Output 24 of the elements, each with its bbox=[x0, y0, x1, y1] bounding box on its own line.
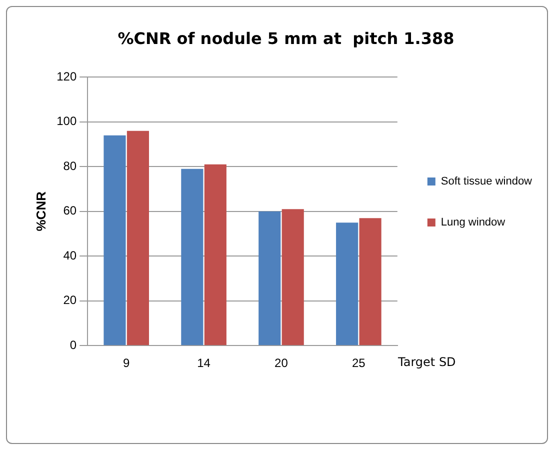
y-tick-label: 20 bbox=[63, 293, 77, 308]
bar bbox=[104, 135, 126, 346]
chart-title: %CNR of nodule 5 mm at pitch 1.388 bbox=[118, 28, 454, 48]
x-axis-title: Target SD bbox=[398, 355, 456, 369]
bar bbox=[126, 130, 149, 346]
legend-label: Soft tissue window bbox=[440, 176, 532, 188]
y-tick-label: 40 bbox=[63, 248, 77, 262]
bar bbox=[258, 211, 281, 346]
bar bbox=[204, 164, 226, 346]
legend-label: Lung window bbox=[440, 216, 506, 229]
bar bbox=[336, 222, 358, 346]
y-tick-label: 120 bbox=[56, 70, 77, 84]
x-tick-label: 25 bbox=[352, 356, 366, 370]
y-tick-label: 0 bbox=[70, 338, 77, 352]
y-tick-label: 80 bbox=[63, 158, 77, 173]
y-axis-title: %CNR bbox=[33, 190, 48, 232]
x-tick-label: 9 bbox=[123, 356, 130, 370]
y-tick-label: 60 bbox=[63, 204, 77, 218]
y-tick-label: 100 bbox=[56, 114, 77, 128]
bar bbox=[359, 218, 382, 346]
x-tick-label: 14 bbox=[197, 356, 211, 370]
bar bbox=[181, 168, 204, 346]
bar bbox=[282, 209, 304, 346]
x-tick-label: 20 bbox=[274, 356, 288, 370]
